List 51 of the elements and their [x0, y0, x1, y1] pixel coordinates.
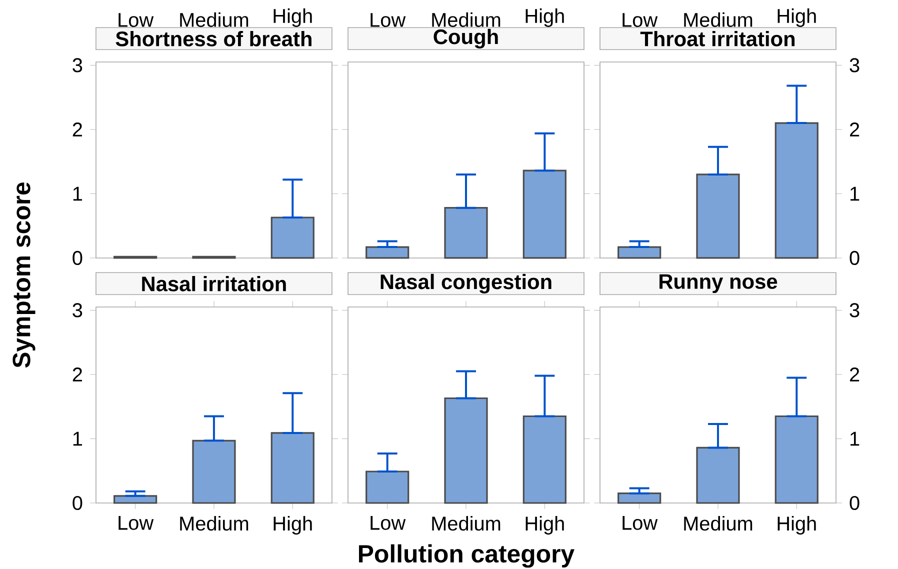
bar: [696, 174, 740, 259]
y-tick-label: 0: [72, 250, 82, 266]
x-tick-label: High: [274, 8, 312, 27]
y-tick-label: 2: [850, 368, 860, 382]
chart-title: Nasal congestion: [380, 274, 552, 294]
y-tick-label: 3: [850, 303, 860, 318]
x-tick-label: High: [526, 516, 564, 535]
x-tick-label: Low: [118, 13, 154, 28]
bar: [696, 446, 740, 504]
chart-title: Shortness of breath: [116, 30, 312, 46]
x-tick-label: Medium: [180, 516, 248, 531]
y-tick-label: 1: [850, 432, 860, 446]
x-tick-label: Medium: [432, 516, 500, 531]
bar: [192, 440, 236, 504]
x-tick-label: Low: [118, 516, 154, 530]
x-tick-label: Medium: [180, 12, 248, 28]
y-tick-label: 0: [850, 496, 860, 510]
y-tick-label: 1: [73, 186, 82, 201]
chart-title: Throat irritation: [640, 30, 795, 46]
chart-title: Nasal irritation: [142, 276, 286, 292]
x-tick-label: Low: [622, 13, 658, 28]
x-tick-label: Medium: [684, 12, 752, 28]
bar: [774, 122, 818, 259]
x-tick-label: High: [778, 8, 816, 27]
chart-title: Runny nose: [660, 274, 778, 294]
y-tick-label: 1: [73, 432, 82, 446]
bar: [618, 492, 662, 504]
y-tick-label: 1: [850, 186, 860, 201]
y-tick-label: 2: [850, 122, 860, 136]
x-axis-title: Pollution category: [359, 544, 574, 568]
x-tick-label: High: [274, 516, 312, 535]
y-tick-label: 0: [72, 496, 82, 510]
x-tick-label: Low: [622, 516, 658, 530]
y-tick-label: 3: [850, 58, 860, 72]
x-tick-label: High: [778, 516, 816, 535]
x-tick-label: Low: [370, 516, 406, 530]
y-tick-label: 2: [72, 368, 82, 382]
bar: [618, 246, 662, 259]
chart-title: Cough: [434, 28, 498, 48]
x-tick-label: High: [526, 8, 564, 27]
x-tick-label: Medium: [432, 12, 500, 28]
bar: [774, 415, 818, 504]
y-tick-label: 2: [72, 122, 82, 136]
y-tick-label: 3: [72, 58, 82, 72]
bar: [114, 495, 158, 504]
y-tick-label: 0: [850, 250, 860, 266]
y-axis-title: Symptom score: [12, 182, 36, 368]
bar: [270, 432, 314, 504]
x-tick-label: Medium: [684, 516, 752, 531]
y-tick-label: 3: [72, 303, 82, 318]
x-tick-label: Low: [370, 13, 406, 28]
